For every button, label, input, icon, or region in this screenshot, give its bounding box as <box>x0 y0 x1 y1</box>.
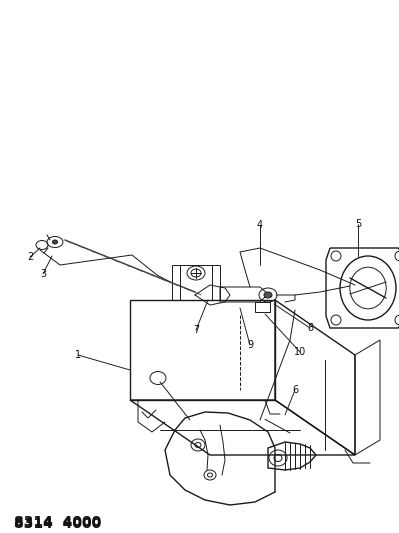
Text: 1: 1 <box>75 350 81 360</box>
Text: 8: 8 <box>307 323 313 333</box>
Text: 6: 6 <box>292 385 298 395</box>
Text: 2: 2 <box>27 252 33 262</box>
Text: 9: 9 <box>247 340 253 350</box>
Ellipse shape <box>53 240 57 244</box>
Text: 7: 7 <box>193 325 199 335</box>
Text: 4: 4 <box>257 220 263 230</box>
Text: 5: 5 <box>355 219 361 229</box>
Text: 3: 3 <box>40 269 46 279</box>
Text: 10: 10 <box>294 347 306 357</box>
Text: 8314  4000: 8314 4000 <box>14 515 101 529</box>
Ellipse shape <box>187 266 205 280</box>
Text: 8314  4000: 8314 4000 <box>14 517 101 531</box>
Ellipse shape <box>264 292 272 298</box>
